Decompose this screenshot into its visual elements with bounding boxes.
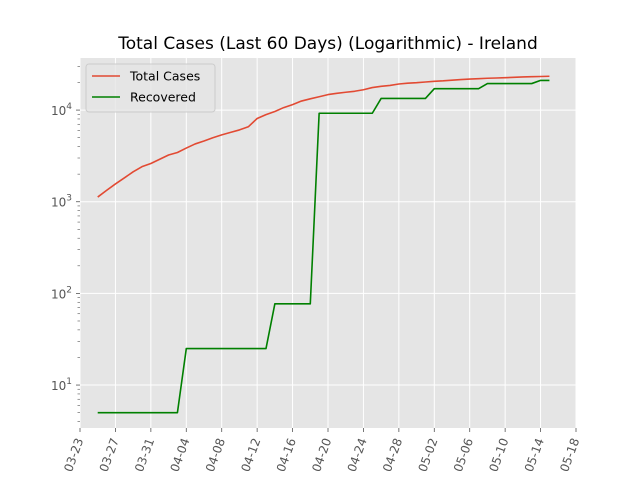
legend: Total Cases Recovered	[85, 63, 216, 113]
chart-title: Total Cases (Last 60 Days) (Logarithmic)…	[117, 34, 537, 54]
grid	[79, 58, 577, 428]
y-tick-label: 104	[51, 102, 72, 118]
y-tick-label: 103	[51, 194, 72, 210]
series-line-total-cases	[97, 75, 550, 198]
y-axis: 101 102 103 104	[51, 66, 80, 422]
y-tick-label: 102	[51, 285, 72, 301]
series-layer	[97, 75, 550, 414]
y-tick-label: 101	[51, 377, 72, 393]
legend-label: Recovered	[130, 90, 196, 105]
series-line-recovered	[97, 79, 550, 414]
legend-label: Total Cases	[129, 69, 200, 84]
